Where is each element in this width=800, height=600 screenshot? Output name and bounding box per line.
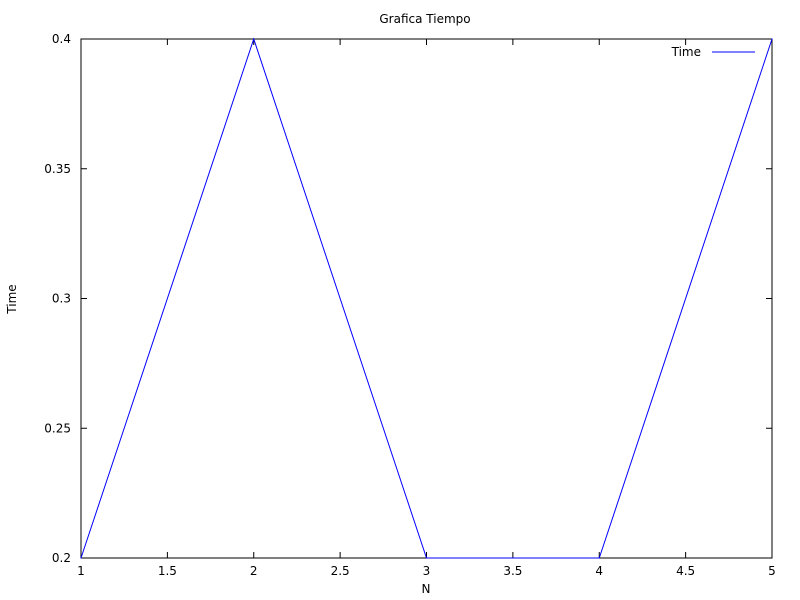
chart-title: Grafica Tiempo [379, 12, 470, 26]
x-axis: 1 1.5 2 2.5 3 3.5 4 4.5 5 [77, 39, 776, 578]
y-axis: 0.2 0.25 0.3 0.35 0.4 [44, 32, 772, 565]
x-axis-label: N [422, 582, 431, 596]
x-tick-label: 3 [423, 564, 431, 578]
y-axis-label: Time [5, 284, 19, 314]
data-point [80, 557, 82, 559]
y-tick-label: 0.25 [44, 421, 71, 435]
data-point [598, 557, 600, 559]
x-tick-label: 5 [768, 564, 776, 578]
y-tick-label: 0.35 [44, 162, 71, 176]
y-tick-label: 0.2 [52, 551, 71, 565]
x-tick-label: 2 [250, 564, 258, 578]
x-tick-label: 3.5 [503, 564, 522, 578]
x-tick-label: 1.5 [158, 564, 177, 578]
legend-label: Time [671, 45, 701, 59]
series-line-time [80, 37, 773, 559]
data-point [771, 38, 773, 40]
plot-frame [80, 38, 773, 559]
data-point [425, 557, 428, 559]
x-tick-label: 2.5 [331, 564, 350, 578]
x-tick-label: 1 [77, 564, 85, 578]
series-layer [80, 37, 773, 559]
x-tick-label: 4.5 [676, 564, 695, 578]
x-tick-label: 4 [595, 564, 603, 578]
y-tick-label: 0.3 [52, 292, 71, 306]
data-point [253, 38, 255, 40]
legend: Time [671, 45, 755, 59]
y-tick-label: 0.4 [52, 32, 71, 46]
